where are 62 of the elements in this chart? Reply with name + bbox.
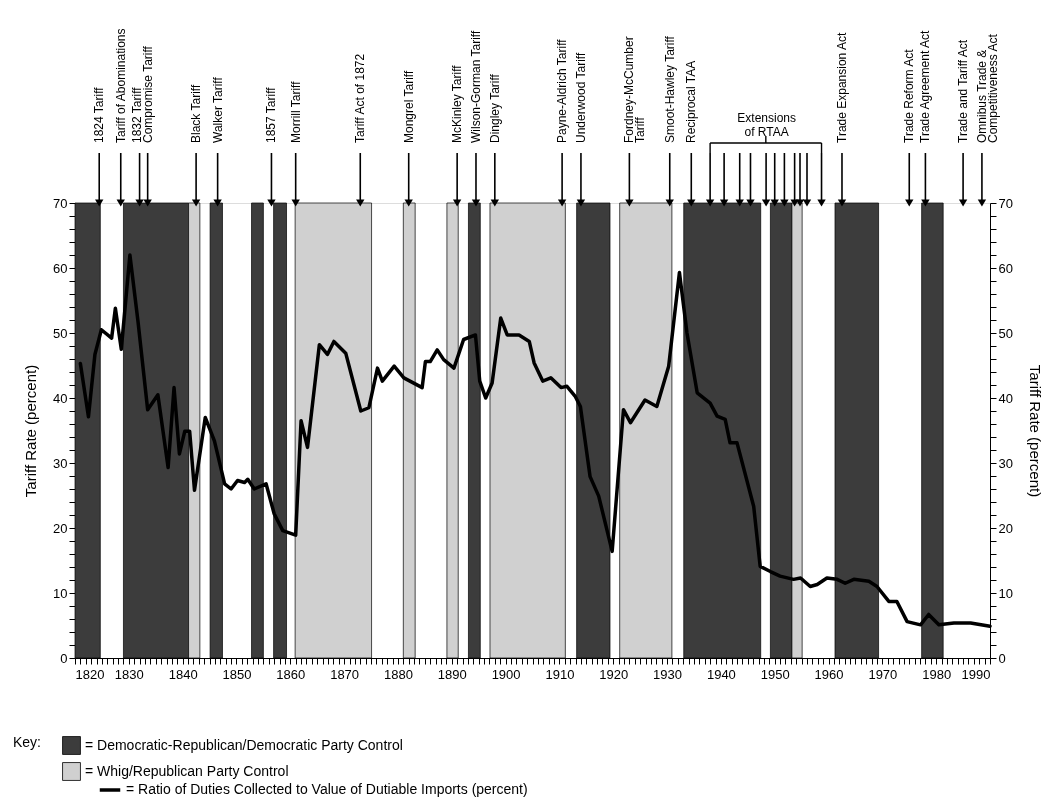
annotation: Trade Reform Act (902, 48, 917, 143)
annotation: McKinley Tariff (450, 64, 465, 143)
y2-tick-label: 50 (998, 325, 1013, 341)
x-tick-label: 1970 (868, 666, 898, 682)
y-tick-label: 30 (53, 455, 68, 471)
x-tick-label: 1990 (961, 666, 991, 682)
annotation: Walker Tariff (210, 76, 225, 143)
annotation: 1824 Tariff (92, 86, 107, 143)
annotation: Underwood Tariff (573, 52, 588, 143)
annotation: Mongrel Tariff (401, 70, 416, 143)
annotation: Reciprocal TAA (684, 60, 699, 143)
x-tick-label: 1980 (922, 666, 952, 682)
annotation: Tariff Act of 1872 (353, 53, 368, 143)
y2-tick-label: 0 (998, 650, 1006, 666)
y-tick-label: 20 (53, 520, 68, 536)
legend-label: = Democratic-Republican/Democratic Party Control (85, 736, 403, 753)
y2-tick-label: 30 (998, 455, 1013, 471)
y-tick-label: 10 (53, 585, 68, 601)
y2-tick-label: 60 (998, 260, 1013, 276)
x-tick-label: 1890 (437, 666, 467, 682)
annotation: 1857 Tariff (264, 86, 279, 143)
y2-tick-label: 20 (998, 520, 1013, 536)
x-tick-label: 1850 (222, 666, 252, 682)
y2-tick-label: 10 (998, 585, 1013, 601)
annotation: Trade Expansion Act (834, 32, 849, 143)
x-tick-label: 1960 (814, 666, 844, 682)
annotation: Tariff of Abominations (113, 28, 128, 143)
annotation: Smoot-Hawley Tariff (662, 35, 677, 143)
legend-label: = Whig/Republican Party Control (85, 762, 289, 779)
y2-tick-label: 40 (998, 390, 1013, 406)
x-tick-label: 1930 (653, 666, 683, 682)
x-tick-label: 1860 (276, 666, 306, 682)
y-tick-label: 70 (53, 195, 68, 211)
y-tick-label: 40 (53, 390, 68, 406)
annotation: Morrill Tariff (288, 80, 303, 143)
x-tick-label: 1940 (706, 666, 736, 682)
x-tick-label: 1870 (330, 666, 360, 682)
x-tick-label: 1880 (383, 666, 413, 682)
x-tick-label: 1910 (545, 666, 575, 682)
y-tick-label: 50 (53, 325, 68, 341)
annotation: Trade Agreement Act (918, 30, 933, 143)
y-axis-title: Tariff Rate (percent) (22, 364, 40, 498)
annotation: Wilson-Gorman Tariff (468, 30, 483, 143)
annotation: Omnibus Trade & Competitiveness Act (974, 33, 1000, 143)
y-tick-label: 60 (53, 260, 68, 276)
x-tick-label: 1920 (599, 666, 629, 682)
x-tick-label: 1900 (491, 666, 521, 682)
annotation: Payne-Aldrich Tariff (555, 38, 570, 143)
y2-axis-title: Tariff Rate (percent) (1026, 364, 1044, 498)
x-tick-label: 1830 (114, 666, 144, 682)
x-tick-label: 1840 (168, 666, 198, 682)
annotation: Dingley Tariff (487, 73, 502, 143)
y2-tick-label: 70 (998, 195, 1013, 211)
annotation: Fordney-McCumber Tariff (622, 36, 648, 143)
legend-title: Key: (13, 734, 42, 750)
annotation: Trade and Tariff Act (956, 39, 971, 143)
annotation: Extensions of RTAA (737, 111, 796, 139)
x-tick-label: 1950 (760, 666, 790, 682)
x-tick-label: 1820 (75, 666, 105, 682)
legend-label: = Ratio of Duties Collected to Value of Dutiable Imports (percent) (126, 781, 528, 797)
annotation: Black Tariff (189, 84, 204, 143)
y-tick-label: 0 (60, 650, 68, 666)
